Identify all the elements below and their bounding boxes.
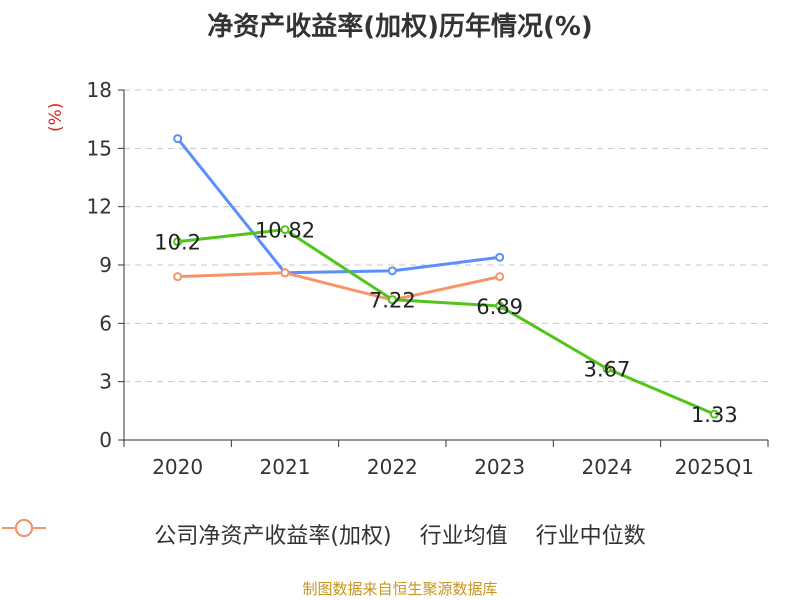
x-tick-label: 2023 (474, 455, 525, 479)
data-point-2 (173, 272, 183, 282)
y-tick-label: 12 (87, 195, 112, 219)
data-point-2 (280, 268, 290, 278)
data-point-0 (495, 301, 505, 311)
legend-marker-industry-median (2, 519, 46, 537)
data-label: 1.33 (691, 403, 738, 427)
data-point-0 (602, 364, 612, 374)
x-tick-label: 2025Q1 (675, 455, 754, 479)
chart-title: 净资产收益率(加权)历年情况(%) (207, 12, 593, 42)
legend-label-industry-median: 行业中位数 (535, 524, 646, 549)
legend-item-company[interactable]: 公司净资产收益率(加权) (2, 518, 392, 550)
legend-label-industry-mean: 行业均值 (419, 524, 508, 549)
data-source-note: 制图数据来自恒生聚源数据库 (302, 580, 498, 598)
data-point-2 (495, 272, 505, 282)
y-tick-label: 3 (99, 370, 112, 394)
y-tick-label: 0 (99, 428, 112, 452)
series-line-0 (177, 228, 715, 416)
data-point-0 (280, 225, 290, 235)
legend-label-company: 公司净资产收益率(加权) (154, 524, 392, 549)
x-tick-label: 2020 (152, 455, 203, 479)
y-tick-label: 15 (87, 136, 112, 160)
data-label: 7.22 (369, 289, 416, 313)
data-label: 10.2 (154, 231, 201, 255)
data-point-1 (387, 266, 397, 276)
legend-item-industry-median[interactable]: 行业中位数 (2, 518, 646, 550)
data-point-1 (173, 134, 183, 144)
legend: 公司净资产收益率(加权) 行业均值 行业中位数 (0, 518, 800, 550)
data-label: 6.89 (476, 295, 523, 319)
x-tick-label: 2024 (582, 455, 633, 479)
x-tick-label: 2022 (367, 455, 418, 479)
data-label: 3.67 (584, 358, 631, 382)
y-tick-label: 18 (87, 78, 112, 102)
data-point-0 (709, 409, 719, 419)
line-chart: 0 3 6 9 12 15 18 2020 2021 2022 2023 2024 2025Q1 10.2… (87, 78, 769, 479)
legend-item-industry-mean[interactable]: 行业均值 (2, 518, 508, 550)
data-label: 10.82 (255, 219, 315, 243)
x-tick-label: 2021 (260, 455, 311, 479)
data-point-0 (387, 295, 397, 305)
series-line-2 (177, 271, 500, 302)
series-line-1 (176, 137, 500, 275)
data-point-1 (495, 252, 505, 262)
y-tick-label: 9 (99, 253, 112, 277)
data-point-0 (173, 237, 183, 247)
y-tick-label: 6 (99, 311, 112, 335)
